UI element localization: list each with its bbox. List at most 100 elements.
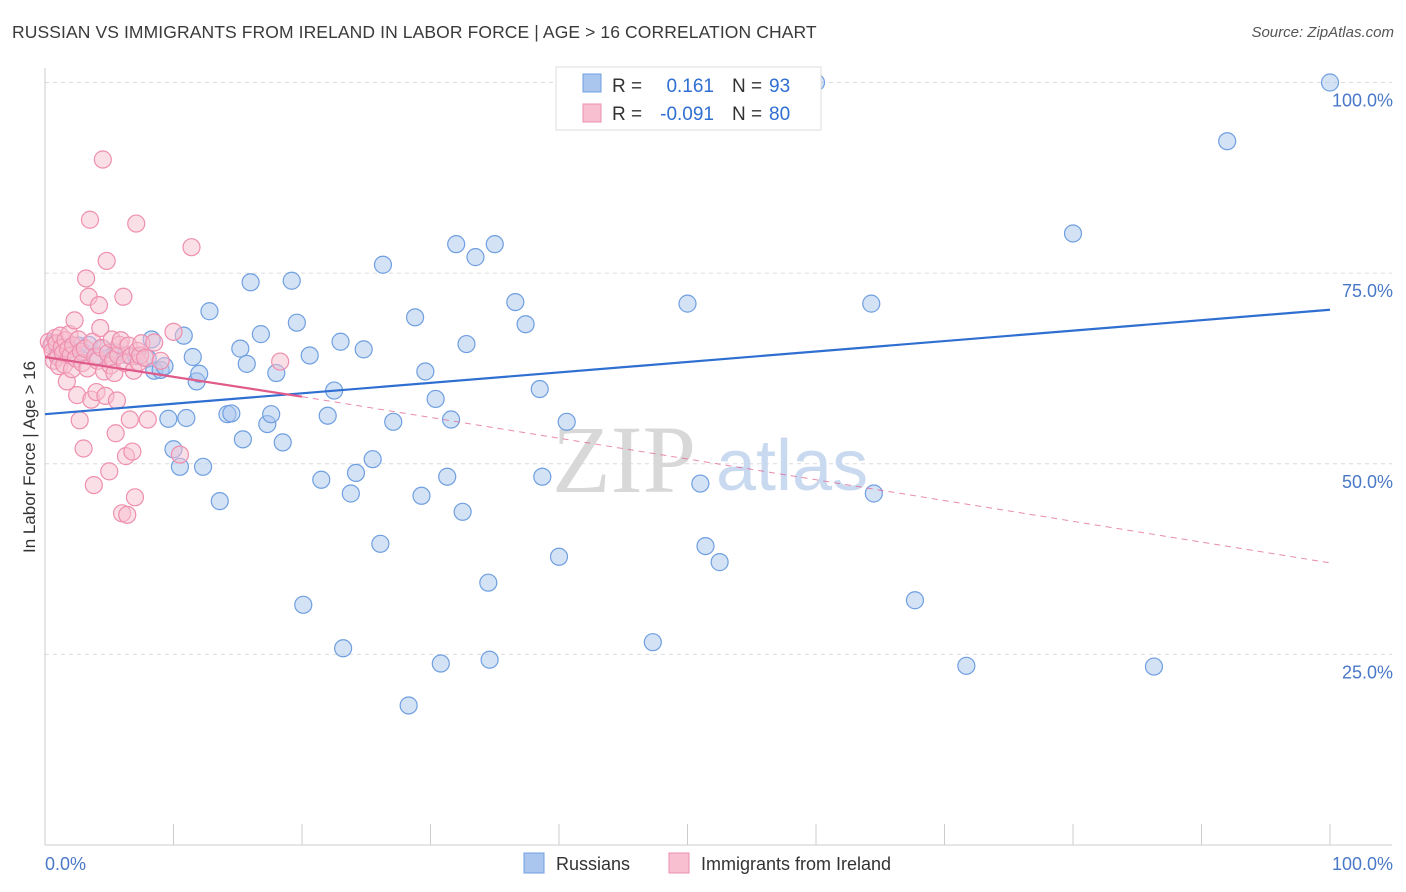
ireland-point bbox=[100, 462, 119, 481]
russians-point bbox=[416, 362, 435, 381]
russians-point bbox=[287, 313, 306, 332]
stats-n-value-2: 80 bbox=[769, 104, 790, 125]
ireland-point bbox=[127, 214, 146, 233]
russians-point bbox=[530, 379, 549, 399]
russians-point bbox=[431, 654, 450, 673]
russians-point bbox=[1320, 73, 1340, 92]
russians-point bbox=[1218, 132, 1237, 151]
russians-point bbox=[691, 474, 710, 493]
y-tick-label: 50.0% bbox=[1342, 472, 1393, 492]
stats-r-label-1: R = bbox=[612, 76, 642, 97]
stats-r-label-2: R = bbox=[612, 104, 642, 125]
stats-legend: R = 0.161 N = 93 R = -0.091 N = 80 bbox=[555, 66, 822, 131]
ireland-point bbox=[151, 351, 170, 370]
trend-lines bbox=[44, 308, 1331, 564]
russians-point bbox=[341, 484, 360, 503]
ireland-trend-extension bbox=[301, 396, 1331, 564]
chart-title: RUSSIAN VS IMMIGRANTS FROM IRELAND IN LA… bbox=[12, 22, 817, 42]
russians-point bbox=[405, 308, 425, 327]
ireland-point bbox=[65, 311, 84, 330]
russians-point bbox=[506, 293, 525, 312]
ireland-point bbox=[89, 296, 109, 315]
series-legend: Russians Immigrants from Ireland bbox=[523, 852, 891, 874]
russians-point bbox=[294, 595, 313, 614]
axes bbox=[44, 68, 1392, 846]
russians-point bbox=[710, 553, 729, 572]
ireland-point bbox=[138, 410, 157, 429]
russians-point bbox=[466, 248, 485, 267]
y-tick-labels: 25.0% 50.0% 75.0% 100.0% bbox=[1332, 91, 1393, 683]
russians-point bbox=[282, 271, 301, 290]
russians-point bbox=[177, 408, 196, 428]
stats-n-label-1: N = bbox=[732, 76, 762, 97]
russians-point bbox=[373, 255, 393, 274]
russians-point bbox=[183, 347, 202, 367]
ireland-point bbox=[80, 210, 100, 229]
russians-point bbox=[159, 409, 178, 428]
ireland-point bbox=[77, 269, 96, 288]
ireland-point bbox=[97, 251, 116, 271]
russians-point bbox=[447, 235, 466, 254]
legend-swatch-russians bbox=[582, 73, 602, 93]
series-legend-label-ireland: Immigrants from Ireland bbox=[701, 854, 891, 874]
ireland-point bbox=[106, 424, 125, 443]
ireland-point bbox=[271, 352, 290, 371]
ireland-trend-line bbox=[44, 355, 303, 398]
russians-point bbox=[862, 294, 881, 313]
russians-point bbox=[480, 650, 499, 669]
russians-point bbox=[231, 339, 250, 358]
ireland-point bbox=[136, 348, 155, 367]
ireland-point bbox=[74, 439, 93, 458]
series-legend-swatch-ireland bbox=[668, 852, 690, 874]
stats-r-value-2: -0.091 bbox=[660, 104, 714, 125]
russians-point bbox=[273, 433, 292, 452]
x-tick-label: 100.0% bbox=[1332, 854, 1393, 874]
russians-point bbox=[233, 430, 252, 449]
russians-point bbox=[346, 463, 366, 482]
russians-point bbox=[426, 389, 445, 409]
russians-point bbox=[557, 412, 576, 431]
russians-point bbox=[241, 273, 260, 292]
russians-point bbox=[457, 334, 476, 354]
russians-point bbox=[190, 364, 209, 383]
watermark-atlas: atlas bbox=[716, 426, 868, 506]
y-tick-label: 100.0% bbox=[1332, 91, 1393, 111]
russians-point bbox=[334, 639, 353, 658]
russians-point bbox=[222, 404, 241, 423]
ireland-point bbox=[123, 442, 142, 461]
ireland-point bbox=[107, 391, 127, 410]
russians-point bbox=[312, 470, 331, 489]
y-tick-label: 25.0% bbox=[1342, 662, 1393, 682]
x-tick-labels: 0.0% 100.0% bbox=[45, 854, 1393, 874]
russians-point bbox=[441, 410, 461, 429]
russians-point bbox=[331, 332, 350, 351]
russians-point bbox=[549, 547, 569, 566]
stats-n-value-1: 93 bbox=[769, 76, 790, 97]
series-legend-label-russians: Russians bbox=[556, 854, 630, 874]
russians-point bbox=[210, 492, 229, 511]
ireland-point bbox=[84, 476, 103, 495]
russians-point bbox=[354, 340, 373, 359]
russians-point bbox=[237, 354, 256, 373]
russians-point bbox=[412, 486, 431, 505]
russians-point bbox=[363, 450, 382, 469]
russians-point bbox=[371, 534, 390, 553]
x-tick-label: 0.0% bbox=[45, 854, 86, 874]
y-axis-label: In Labor Force | Age > 16 bbox=[20, 361, 39, 553]
russians-point bbox=[533, 467, 552, 486]
russians-point bbox=[516, 315, 535, 334]
russians-point bbox=[399, 696, 418, 715]
chart-source: Source: ZipAtlas.com bbox=[1251, 24, 1394, 41]
ireland-point bbox=[182, 238, 201, 257]
russians-point bbox=[643, 633, 662, 652]
russians-point bbox=[318, 406, 337, 425]
russians-point bbox=[200, 302, 219, 321]
russians-point bbox=[479, 573, 498, 592]
russians-trend-line bbox=[44, 308, 1331, 416]
ireland-point bbox=[120, 410, 139, 429]
russians-point bbox=[453, 502, 472, 521]
russians-point bbox=[193, 457, 213, 476]
ireland-point bbox=[170, 445, 190, 464]
ireland-point bbox=[118, 505, 137, 524]
stats-r-value-1: 0.161 bbox=[666, 76, 714, 97]
